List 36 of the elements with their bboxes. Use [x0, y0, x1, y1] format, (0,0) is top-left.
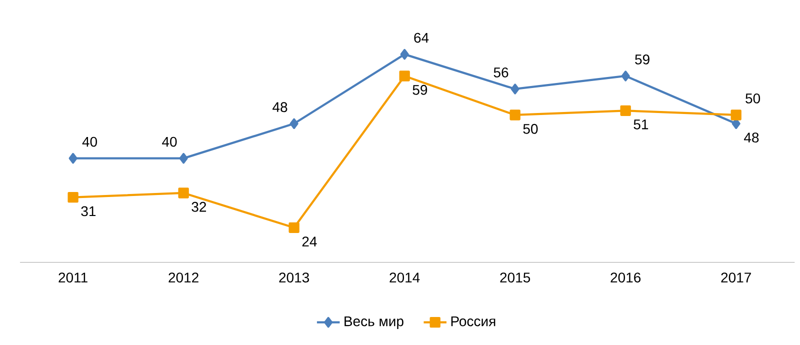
data-label: 24	[302, 236, 317, 246]
point	[290, 118, 298, 129]
x-tick-label: 2015	[500, 272, 530, 283]
data-label: 51	[634, 120, 648, 130]
point	[288, 222, 300, 233]
point	[68, 152, 78, 164]
legend-label: Весь мир	[344, 316, 404, 329]
data-label: 59	[412, 84, 428, 95]
point	[510, 84, 520, 94]
point	[621, 70, 630, 82]
point	[399, 70, 410, 82]
data-label: 40	[82, 136, 98, 147]
data-label: 31	[81, 206, 96, 216]
data-label: 59	[635, 54, 650, 64]
data-label: 48	[272, 102, 288, 112]
legend-label: Россия	[451, 316, 496, 326]
x-tick-label: 2014	[390, 272, 420, 283]
point	[178, 188, 189, 198]
data-label: 50	[746, 93, 760, 104]
x-tick-label: 2011	[58, 272, 88, 283]
point	[730, 110, 742, 120]
point	[179, 152, 188, 164]
x-tick-label: 2012	[168, 272, 198, 283]
point	[400, 48, 409, 60]
point	[68, 192, 78, 203]
x-tick-label: 2013	[279, 272, 310, 283]
point	[510, 110, 520, 120]
data-label: 56	[494, 67, 508, 78]
data-label: 50	[523, 124, 538, 134]
data-label: 64	[414, 32, 429, 43]
point	[620, 105, 631, 116]
data-label: 48	[744, 132, 759, 143]
x-tick-label: 2016	[610, 272, 641, 283]
x-tick-label: 2017	[721, 272, 751, 283]
data-label: 32	[192, 202, 206, 212]
data-label: 40	[162, 136, 177, 147]
